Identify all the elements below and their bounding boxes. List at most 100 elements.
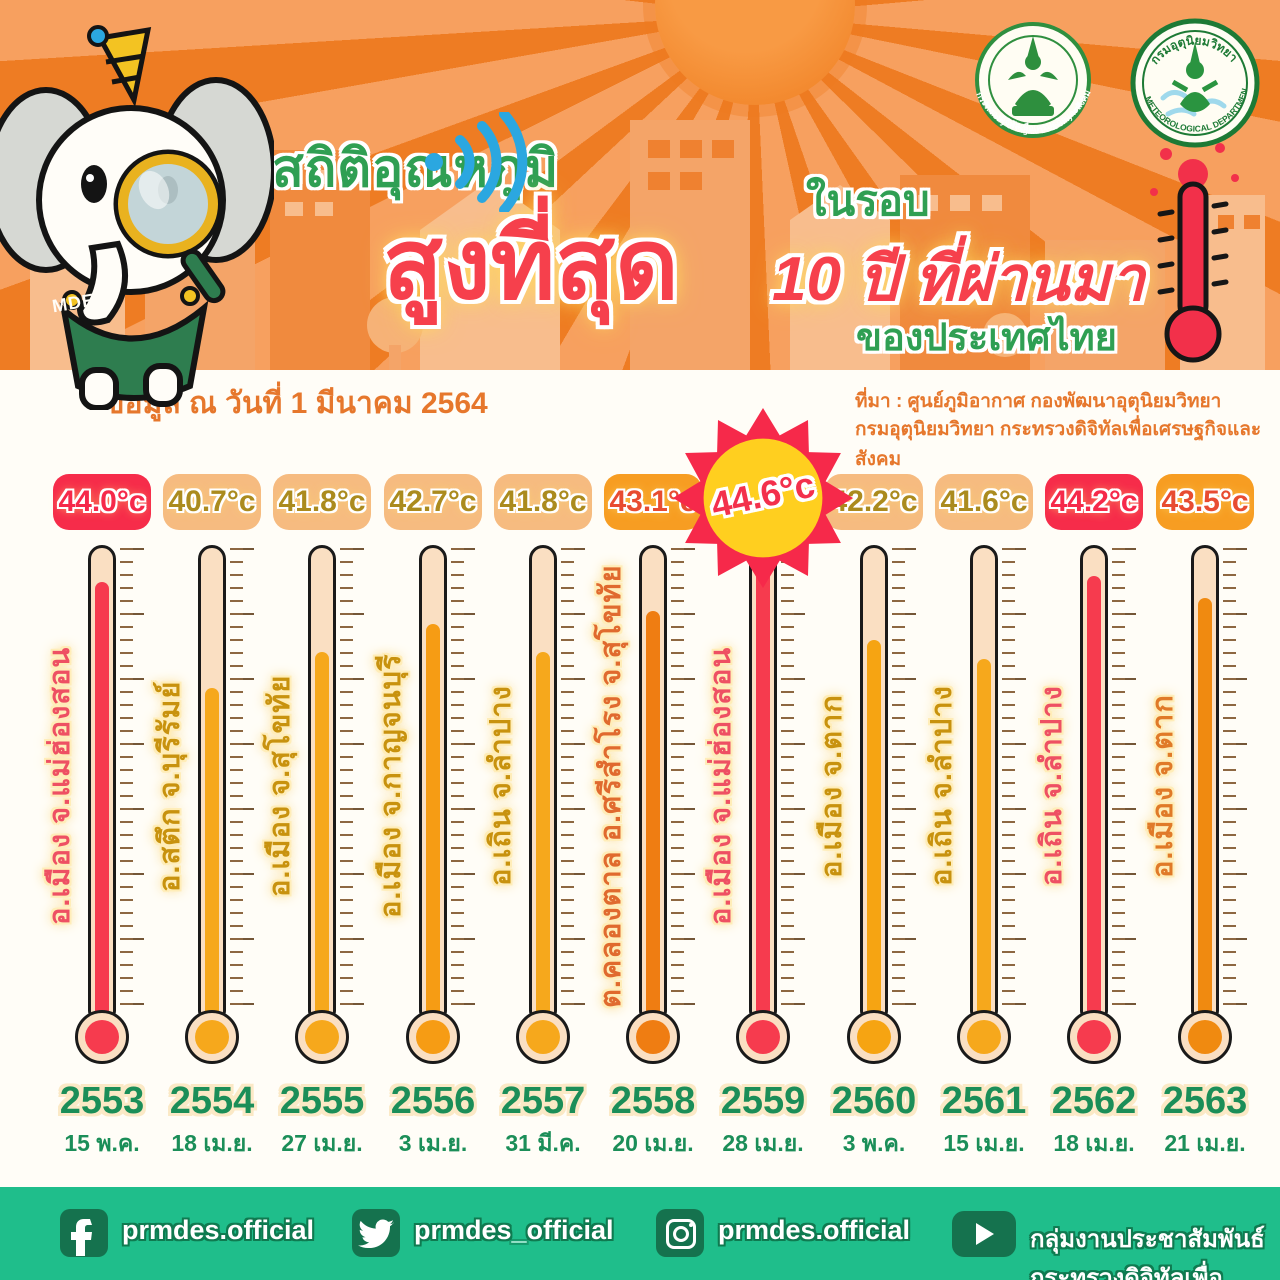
thermometer-column: 42.7°c อ.เมือง จ.กาญจนบุรี 2556 3 เม.ย. bbox=[375, 460, 488, 1187]
temperature-value: 40.7°c bbox=[168, 485, 256, 518]
footer-social-bar: prmdes.official prmdes_official prmdes.o… bbox=[0, 1187, 1280, 1280]
temperature-badge: 41.8°c bbox=[494, 474, 592, 530]
date-label: 18 เม.ย. bbox=[1053, 1130, 1135, 1156]
year-label: 2562 bbox=[1051, 1080, 1137, 1122]
thermometer-mercury bbox=[646, 610, 660, 1037]
location-label: อ.เมือง จ.แม่ฮ่องสอน bbox=[705, 646, 737, 926]
instagram-handle: prmdes.official bbox=[718, 1215, 911, 1245]
year-label: 2557 bbox=[500, 1080, 586, 1122]
instagram-frame bbox=[666, 1219, 696, 1249]
thermometer-mercury bbox=[95, 582, 109, 1037]
location-label: อ.เถิน จ.ลำปาง bbox=[1036, 685, 1068, 887]
temperature-value: 41.8°c bbox=[499, 485, 587, 518]
thermometer-splash-icon bbox=[1150, 139, 1239, 363]
thermometer-bulb-core bbox=[526, 1020, 560, 1054]
location-label: อ.สตึก จ.บุรีรัมย์ bbox=[154, 680, 186, 892]
thermometer-bulb-core bbox=[1188, 1020, 1222, 1054]
thermometer-mercury bbox=[867, 639, 881, 1037]
thermometer-mercury bbox=[315, 652, 329, 1037]
location-label: อ.เมือง จ.ตาก bbox=[1147, 694, 1179, 878]
thermometer-column: 42.2°c อ.เมือง จ.ตาก 2560 3 พ.ค. bbox=[816, 460, 929, 1187]
temperature-value: 42.7°c bbox=[389, 485, 477, 518]
location-label: อ.เมือง จ.ตาก bbox=[816, 694, 848, 878]
thermometer-scale-ticks bbox=[1002, 548, 1028, 1016]
facebook-handle: prmdes.official bbox=[122, 1215, 315, 1245]
thermometer-scale-ticks bbox=[561, 548, 587, 1016]
twitter-handle: prmdes_official bbox=[414, 1215, 614, 1245]
source-line-2: กรมอุตุนิยมวิทยา กระทรวงดิจิทัลเพื่อเศรษ… bbox=[855, 419, 1262, 470]
sunburst-icon bbox=[673, 408, 853, 588]
thermometer-bulb-core bbox=[857, 1020, 891, 1054]
year-label: 2553 bbox=[59, 1080, 145, 1122]
thermometer-scale-ticks bbox=[1112, 548, 1138, 1016]
location-label: อ.เมือง จ.สุโขทัย bbox=[264, 674, 296, 898]
title-line-1: สถิติอุณหภูมิ bbox=[272, 140, 560, 198]
title-line-2: ในรอบ bbox=[806, 177, 930, 224]
location-label: อ.เมือง จ.กาญจนบุรี bbox=[375, 653, 407, 919]
thermometer-column: 41.8°c อ.เมือง จ.สุโขทัย 2555 27 เม.ย. bbox=[264, 460, 377, 1187]
year-label: 2563 bbox=[1162, 1080, 1248, 1122]
youtube-channel: กลุ่มงานประชาสัมพันธ์ กระทรวงดิจิทัลเพื่… bbox=[1030, 1226, 1265, 1280]
thermometer-bulb-core bbox=[305, 1020, 339, 1054]
date-label: 20 เม.ย. bbox=[612, 1130, 694, 1156]
temperature-value: 44.0°c bbox=[58, 485, 146, 518]
thermometer-column: 40.7°c อ.สตึก จ.บุรีรัมย์ 2554 18 เม.ย. bbox=[154, 460, 267, 1187]
temperature-badge: 40.7°c bbox=[163, 474, 261, 530]
temperature-value: 44.2°c bbox=[1050, 485, 1138, 518]
title-line-4: ของประเทศไทย bbox=[856, 317, 1117, 359]
thermometer-scale-ticks bbox=[340, 548, 366, 1016]
title-line-3: 10 ปี ที่ผ่านมา bbox=[772, 245, 1145, 314]
date-label: 31 มี.ค. bbox=[505, 1130, 581, 1156]
year-label: 2554 bbox=[169, 1080, 255, 1122]
thermometer-column: 41.8°c อ.เถิน จ.ลำปาง 2557 31 มี.ค. bbox=[485, 460, 598, 1187]
met-department-logo: กรมอุตุนิยมวิทยา METEOROLOGICAL DEPARTME… bbox=[1128, 16, 1260, 148]
thermometer-chart: 44.0°c อ.เมือง จ.แม่ฮ่องสอน 2553 15 พ.ค.… bbox=[0, 408, 1280, 1187]
date-label: 3 เม.ย. bbox=[398, 1130, 468, 1156]
year-label: 2561 bbox=[941, 1080, 1027, 1122]
date-label: 21 เม.ย. bbox=[1164, 1130, 1246, 1156]
thermometer-scale-ticks bbox=[781, 548, 807, 1016]
thermometer-mercury bbox=[756, 562, 770, 1037]
youtube-icon bbox=[952, 1211, 1016, 1257]
year-label: 2559 bbox=[720, 1080, 806, 1122]
record-high-sunburst: 44.6°c bbox=[673, 408, 853, 588]
thermometer-scale-ticks bbox=[230, 548, 256, 1016]
thermometer-mercury bbox=[1198, 598, 1212, 1037]
thermometer-scale-ticks bbox=[1223, 548, 1249, 1016]
twitter-icon bbox=[352, 1209, 400, 1257]
temperature-badge: 43.1°c bbox=[604, 474, 702, 530]
thermometer-scale-ticks bbox=[671, 548, 697, 1016]
temperature-badge: 44.2°c bbox=[1045, 474, 1143, 530]
year-label: 2555 bbox=[279, 1080, 365, 1122]
thermometer-bulb bbox=[295, 1010, 349, 1064]
temperature-badge: 44.0°c bbox=[53, 474, 151, 530]
thermometer-column: 43.1°c ต.คลองตาล อ.ศรีสำโรง จ.สุโขทัย 25… bbox=[595, 460, 708, 1187]
thermometer-column: 44.6°c อ.เมือง จ.แม่ฮ่องสอน 2559 28 เม.ย… bbox=[673, 408, 853, 1187]
source-line-1: ที่มา : ศูนย์ภูมิอากาศ กองพัฒนาอุตุนิยมว… bbox=[855, 391, 1222, 412]
thermometer-column: 43.5°c อ.เมือง จ.ตาก 2563 21 เม.ย. bbox=[1147, 460, 1260, 1187]
thermometer-bulb-core bbox=[746, 1020, 780, 1054]
thermometer-bulb-core bbox=[1077, 1020, 1111, 1054]
thermometer-bulb-core bbox=[967, 1020, 1001, 1054]
temperature-value: 43.5°c bbox=[1161, 485, 1249, 518]
thermometer-mercury bbox=[426, 623, 440, 1037]
location-label: อ.เมือง จ.แม่ฮ่องสอน bbox=[44, 646, 76, 926]
mdes-mascot-illustration bbox=[0, 25, 274, 410]
instagram-icon bbox=[656, 1209, 704, 1257]
ministry-logo: กระทรวงดิจิทัลเพื่อเศรษฐกิจและสังคม Mini… bbox=[968, 18, 1093, 138]
year-label: 2560 bbox=[831, 1080, 917, 1122]
year-label: 2558 bbox=[610, 1080, 696, 1122]
date-label: 27 เม.ย. bbox=[281, 1130, 363, 1156]
location-label: ต.คลองตาล อ.ศรีสำโรง จ.สุโขทัย bbox=[595, 564, 627, 1008]
date-label: 18 เม.ย. bbox=[171, 1130, 253, 1156]
instagram-lens bbox=[673, 1226, 689, 1242]
temperature-value: 41.8°c bbox=[278, 485, 366, 518]
title-highlight: สูงที่สุด bbox=[383, 209, 679, 319]
date-label: 3 พ.ค. bbox=[842, 1130, 906, 1156]
date-label: 28 เม.ย. bbox=[722, 1130, 804, 1156]
date-label: 15 พ.ค. bbox=[64, 1130, 140, 1156]
temperature-badge: 41.8°c bbox=[273, 474, 371, 530]
location-label: อ.เถิน จ.ลำปาง bbox=[926, 685, 958, 887]
thermometer-bulb-core bbox=[636, 1020, 670, 1054]
